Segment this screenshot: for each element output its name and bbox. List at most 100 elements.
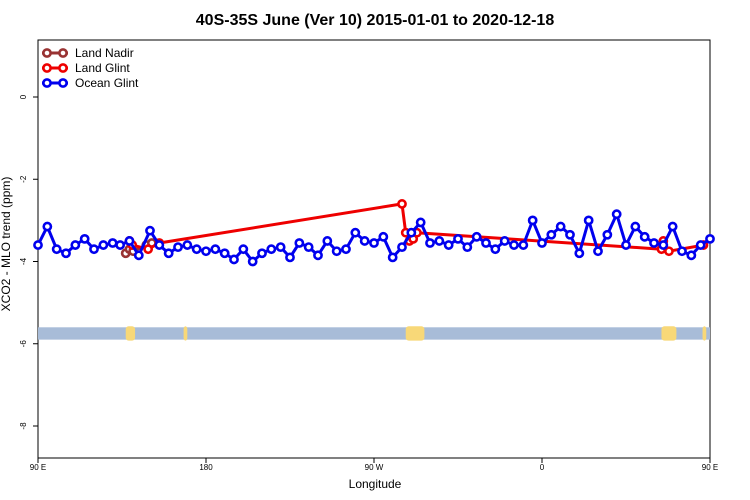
- x-tick-label: 90 E: [702, 463, 718, 472]
- x-tick-label: 0: [540, 463, 545, 472]
- data-point: [359, 236, 370, 246]
- data-point: [378, 231, 389, 242]
- data-point: [61, 248, 71, 259]
- data-point: [686, 250, 697, 261]
- data-point: [677, 246, 687, 257]
- data-point: [565, 229, 575, 240]
- data-point: [369, 238, 379, 248]
- data-point: [397, 199, 407, 209]
- data-point: [387, 252, 398, 263]
- data-point: [173, 242, 183, 253]
- data-point: [574, 248, 585, 259]
- legend-marker: [42, 63, 52, 73]
- data-point: [294, 238, 305, 248]
- data-point: [191, 244, 202, 255]
- legend-label: Land Glint: [75, 61, 130, 75]
- data-point: [649, 238, 659, 248]
- data-point: [89, 244, 99, 255]
- legend-label: Ocean Glint: [75, 76, 139, 90]
- legend-label: Land Nadir: [75, 46, 134, 60]
- data-point: [154, 240, 165, 250]
- data-point: [639, 231, 650, 242]
- data-point: [107, 238, 118, 248]
- data-point: [275, 242, 286, 253]
- data-point: [229, 254, 239, 265]
- y-axis-label: XCO2 - MLO trend (ppm): [0, 177, 13, 312]
- data-point: [593, 246, 603, 257]
- data-point: [415, 217, 426, 228]
- legend-item: Land Nadir: [42, 46, 134, 60]
- data-point: [481, 238, 491, 248]
- ocean-band: [38, 327, 710, 340]
- data-point: [490, 244, 501, 255]
- data-point: [257, 248, 267, 259]
- data-point: [453, 233, 463, 244]
- data-point: [98, 240, 109, 250]
- data-point: [499, 236, 510, 246]
- data-point: [33, 240, 43, 250]
- data-point: [443, 240, 454, 250]
- data-point: [247, 256, 258, 267]
- legend-marker: [58, 78, 68, 88]
- land-patch: [405, 326, 425, 341]
- data-point: [658, 240, 669, 250]
- data-point: [133, 250, 144, 261]
- series-layer: [33, 199, 715, 267]
- data-point: [145, 225, 155, 236]
- data-point: [546, 229, 557, 240]
- data-point: [667, 221, 678, 232]
- data-point: [509, 240, 519, 250]
- data-point: [434, 236, 445, 246]
- data-point: [285, 252, 295, 263]
- y-tick-label: 0: [19, 94, 28, 99]
- y-axis: 0 -2 -4 -6 -8: [19, 94, 38, 430]
- data-point: [621, 240, 631, 250]
- data-point: [527, 215, 538, 226]
- y-tick-label: -2: [19, 175, 28, 183]
- legend-item: Land Glint: [42, 61, 130, 75]
- land-patch: [702, 326, 707, 341]
- data-point: [471, 231, 482, 242]
- data-point: [341, 244, 351, 255]
- data-point: [705, 233, 715, 244]
- y-tick-label: -6: [19, 340, 28, 348]
- legend-marker: [42, 48, 52, 58]
- data-point: [182, 240, 193, 250]
- data-point: [537, 238, 547, 248]
- legend-marker: [58, 48, 68, 58]
- data-point: [143, 244, 154, 255]
- data-point: [303, 242, 314, 253]
- data-point: [350, 227, 361, 238]
- y-tick-label: -4: [19, 257, 28, 265]
- data-point: [322, 236, 333, 246]
- data-point: [79, 233, 90, 244]
- data-point: [266, 244, 277, 255]
- land-patch: [125, 326, 136, 341]
- x-tick-label: 90 E: [30, 463, 46, 472]
- data-point: [238, 244, 249, 255]
- data-point: [583, 215, 594, 226]
- data-point: [163, 248, 174, 259]
- legend-item: Ocean Glint: [42, 76, 139, 90]
- series-ocean-glint: [33, 209, 715, 267]
- data-point: [42, 221, 53, 232]
- land-patch: [183, 326, 188, 341]
- data-point: [210, 244, 221, 255]
- data-point: [664, 246, 674, 257]
- data-point: [201, 246, 211, 257]
- legend-marker: [42, 78, 52, 88]
- data-point: [611, 209, 622, 220]
- x-axis: 90 E 180 90 W 0 90 E: [30, 458, 718, 472]
- data-point: [602, 229, 613, 240]
- data-point: [331, 246, 342, 257]
- data-point: [115, 240, 126, 250]
- data-point: [555, 221, 566, 232]
- land-band: [38, 326, 710, 341]
- legend-marker: [58, 63, 68, 73]
- data-point: [313, 250, 323, 261]
- data-point: [462, 242, 473, 253]
- data-point: [70, 240, 81, 250]
- data-point: [219, 248, 230, 259]
